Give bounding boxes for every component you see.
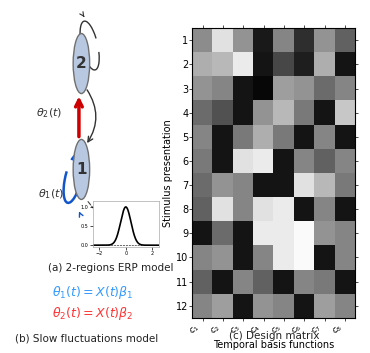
X-axis label: Temporal basis functions: Temporal basis functions (213, 340, 334, 349)
Text: (a) 2-regions ERP model: (a) 2-regions ERP model (48, 263, 174, 273)
Text: 2: 2 (76, 56, 87, 71)
Text: $\theta_2(t) = X(t)\beta_2$: $\theta_2(t) = X(t)\beta_2$ (52, 305, 133, 322)
Text: $\theta_2(t)$: $\theta_2(t)$ (36, 106, 62, 120)
Text: $\theta_1(t) = X(t)\beta_1$: $\theta_1(t) = X(t)\beta_1$ (52, 284, 133, 301)
Y-axis label: Stimulus presentation: Stimulus presentation (163, 119, 173, 227)
Text: (c) Design matrix: (c) Design matrix (229, 331, 319, 341)
Ellipse shape (73, 34, 90, 94)
Ellipse shape (73, 139, 90, 199)
Text: $\theta_1(t)$: $\theta_1(t)$ (38, 187, 64, 201)
Text: (b) Slow fluctuations model: (b) Slow fluctuations model (15, 334, 158, 343)
Text: 1: 1 (76, 162, 87, 177)
